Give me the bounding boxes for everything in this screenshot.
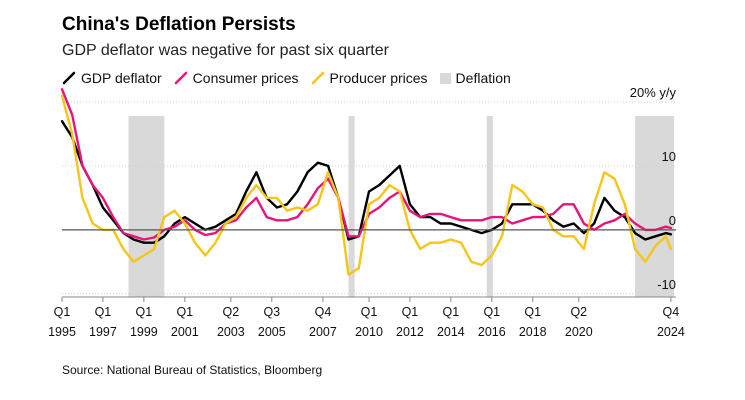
x-tick-year-8: 2012: [396, 325, 424, 339]
legend-gdp-deflator-swatch: [62, 71, 76, 85]
x-tick-year-6: 2007: [309, 325, 337, 339]
deflation-band-2: [486, 116, 493, 297]
legend-consumer-prices-swatch: [174, 71, 187, 85]
x-tick-year-0: 1995: [48, 325, 76, 339]
legend-deflation-swatch: [439, 72, 451, 84]
y-tick-label-3: -10: [657, 277, 676, 292]
source-note: Source: National Bureau of Statistics, B…: [62, 363, 323, 377]
legend-item-deflation: Deflation: [439, 70, 511, 86]
x-tick-year-7: 2010: [355, 325, 383, 339]
x-tick-quarter-0: Q1: [54, 305, 71, 319]
x-tick-year-5: 2005: [258, 325, 286, 339]
y-tick-label-1: 10: [662, 149, 676, 164]
x-tick-year-2: 1999: [130, 325, 158, 339]
legend-producer-prices-label: Producer prices: [329, 70, 428, 86]
x-tick-year-3: 2001: [171, 325, 199, 339]
x-tick-quarter-2: Q1: [136, 305, 153, 319]
x-tick-year-10: 2016: [478, 325, 506, 339]
legend-item-gdp-deflator: GDP deflator: [62, 70, 162, 86]
x-tick-quarter-11: Q1: [524, 305, 541, 319]
x-tick-year-9: 2014: [437, 325, 465, 339]
deflation-band-0: [128, 116, 165, 297]
chart-subtitle: GDP deflator was negative for past six q…: [62, 42, 389, 59]
x-tick-quarter-3: Q1: [176, 305, 193, 319]
legend-gdp-deflator-label: GDP deflator: [81, 70, 162, 86]
deflation-band-1: [348, 116, 355, 297]
legend-item-producer-prices: Producer prices: [311, 70, 428, 86]
legend-item-consumer-prices: Consumer prices: [174, 70, 299, 86]
x-tick-quarter-1: Q1: [95, 305, 112, 319]
y-tick-label-2: 0: [669, 213, 676, 228]
x-tick-quarter-8: Q1: [402, 305, 419, 319]
series-line-0: [60, 120, 673, 244]
x-tick-year-13: 2024: [657, 325, 685, 339]
x-tick-quarter-12: Q2: [570, 305, 587, 319]
legend-producer-prices-swatch: [311, 71, 324, 85]
x-tick-quarter-9: Q1: [443, 305, 460, 319]
legend-consumer-prices-label: Consumer prices: [192, 70, 299, 86]
y-tick-label-0: 20% y/y: [630, 85, 677, 100]
x-tick-year-1: 1997: [89, 325, 117, 339]
series-line-2: [60, 94, 673, 276]
x-tick-quarter-4: Q2: [223, 305, 240, 319]
x-tick-quarter-6: Q4: [315, 305, 332, 319]
legend: GDP deflator Consumer prices Producer pr…: [62, 68, 523, 88]
x-tick-quarter-7: Q1: [361, 305, 378, 319]
x-tick-year-11: 2018: [519, 325, 547, 339]
legend-deflation-label: Deflation: [455, 70, 511, 86]
x-tick-year-4: 2003: [217, 325, 245, 339]
deflation-band-3: [635, 116, 674, 297]
x-tick-quarter-5: Q3: [263, 305, 280, 319]
x-tick-quarter-10: Q1: [483, 305, 500, 319]
chart-title: China's Deflation Persists: [62, 14, 296, 35]
x-tick-year-12: 2020: [565, 325, 593, 339]
x-tick-quarter-13: Q4: [663, 305, 680, 319]
